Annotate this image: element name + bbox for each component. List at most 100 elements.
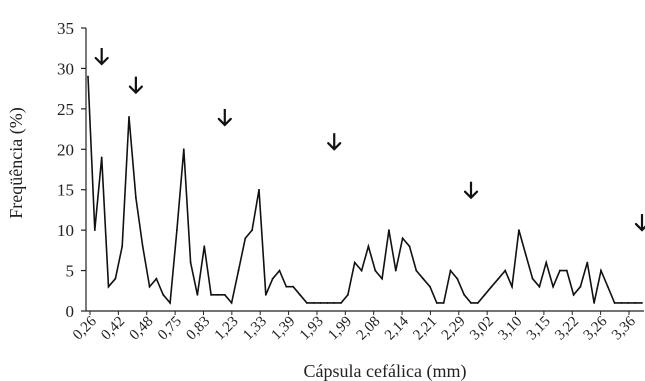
series-line — [87, 76, 642, 305]
down-arrow-icon — [94, 56, 109, 66]
y-axis: 0 5 10 15 20 25 30 35 — [57, 19, 87, 321]
data-point — [449, 269, 452, 272]
data-point — [87, 75, 89, 78]
x-tick-label: 0,26 — [70, 313, 100, 343]
x-tick-label: 2,29 — [439, 314, 469, 344]
series-layer — [87, 75, 643, 305]
data-point — [305, 302, 308, 304]
data-point — [634, 302, 637, 304]
y-axis-title: Freqüência (%) — [6, 107, 27, 218]
data-point — [415, 269, 418, 272]
data-point — [340, 302, 342, 304]
data-point — [388, 229, 390, 232]
data-point — [196, 293, 199, 296]
x-tick-label: 3,02 — [467, 314, 497, 344]
x-tick-label: 3,15 — [524, 314, 554, 344]
x-axis-title: Cápsula cefálica (mm) — [304, 361, 467, 381]
data-point — [367, 245, 370, 248]
data-point — [381, 277, 383, 280]
data-point — [586, 261, 589, 264]
x-tick-label: 1,93 — [297, 314, 327, 344]
x-tick-label: 0,83 — [183, 314, 213, 344]
y-tick-label: 0 — [66, 302, 75, 321]
y-tick-label: 25 — [57, 100, 74, 119]
data-point — [429, 285, 431, 288]
data-point — [285, 285, 288, 288]
data-point — [600, 269, 602, 272]
data-point — [606, 285, 609, 288]
y-tick-label: 35 — [57, 19, 74, 38]
data-point — [579, 285, 582, 288]
data-point — [100, 156, 103, 159]
data-point — [483, 293, 486, 296]
data-point — [203, 245, 206, 248]
data-point — [244, 237, 247, 240]
data-point — [497, 277, 500, 280]
data-point — [333, 302, 336, 304]
data-point — [490, 285, 493, 288]
data-point — [182, 148, 185, 151]
data-point — [463, 293, 466, 296]
data-point — [189, 261, 192, 264]
data-point — [134, 196, 137, 199]
data-point — [559, 269, 561, 272]
data-point — [552, 285, 554, 288]
data-point — [456, 277, 459, 280]
data-point — [620, 302, 623, 304]
x-tick-label: 2,08 — [354, 314, 384, 344]
data-point — [93, 229, 96, 232]
x-tick-label: 2,14 — [382, 313, 412, 343]
data-point — [148, 285, 151, 288]
down-arrow-icon — [217, 117, 232, 127]
data-point — [613, 302, 616, 304]
data-point — [511, 285, 513, 288]
data-point — [237, 269, 240, 272]
data-point — [217, 293, 219, 296]
x-tick-label: 1,99 — [325, 314, 355, 344]
data-point — [401, 237, 404, 240]
data-point — [264, 293, 267, 296]
data-point — [230, 302, 233, 304]
data-point — [271, 277, 274, 280]
data-point — [299, 293, 301, 296]
x-tick-label: 3,36 — [609, 313, 639, 343]
data-point — [169, 302, 171, 304]
x-tick-label: 1,33 — [240, 314, 270, 344]
data-point — [470, 302, 472, 304]
data-point — [422, 277, 425, 280]
down-arrow-icon — [634, 222, 645, 232]
data-point — [476, 302, 479, 304]
x-tick-label: 3,10 — [495, 314, 525, 344]
down-arrow-icon — [128, 85, 143, 95]
data-point — [504, 269, 507, 272]
data-point — [593, 302, 596, 304]
data-point — [347, 293, 349, 296]
data-point — [121, 245, 124, 248]
data-point — [517, 229, 520, 232]
data-point — [353, 261, 356, 264]
data-point — [107, 285, 110, 288]
data-point — [572, 293, 575, 296]
x-axis: 0,260,420,480,750,831,231,331,391,931,99… — [70, 310, 644, 344]
data-point — [114, 277, 117, 280]
data-point — [531, 277, 534, 280]
y-tick-label: 5 — [66, 262, 75, 281]
data-point — [258, 188, 260, 191]
data-point — [223, 293, 226, 296]
down-arrow-icon — [327, 142, 342, 151]
data-point — [278, 269, 281, 272]
data-point — [565, 269, 568, 272]
annotation-arrows — [94, 48, 645, 232]
data-point — [360, 269, 363, 272]
data-point — [155, 277, 158, 280]
data-point — [319, 302, 322, 304]
data-point — [326, 302, 329, 304]
down-arrow-icon — [463, 190, 479, 200]
data-point — [641, 302, 643, 304]
data-point — [141, 245, 144, 248]
x-tick-label: 0,42 — [98, 314, 128, 344]
data-point — [292, 285, 295, 288]
x-tick-label: 0,48 — [127, 314, 157, 344]
data-point — [442, 302, 445, 304]
